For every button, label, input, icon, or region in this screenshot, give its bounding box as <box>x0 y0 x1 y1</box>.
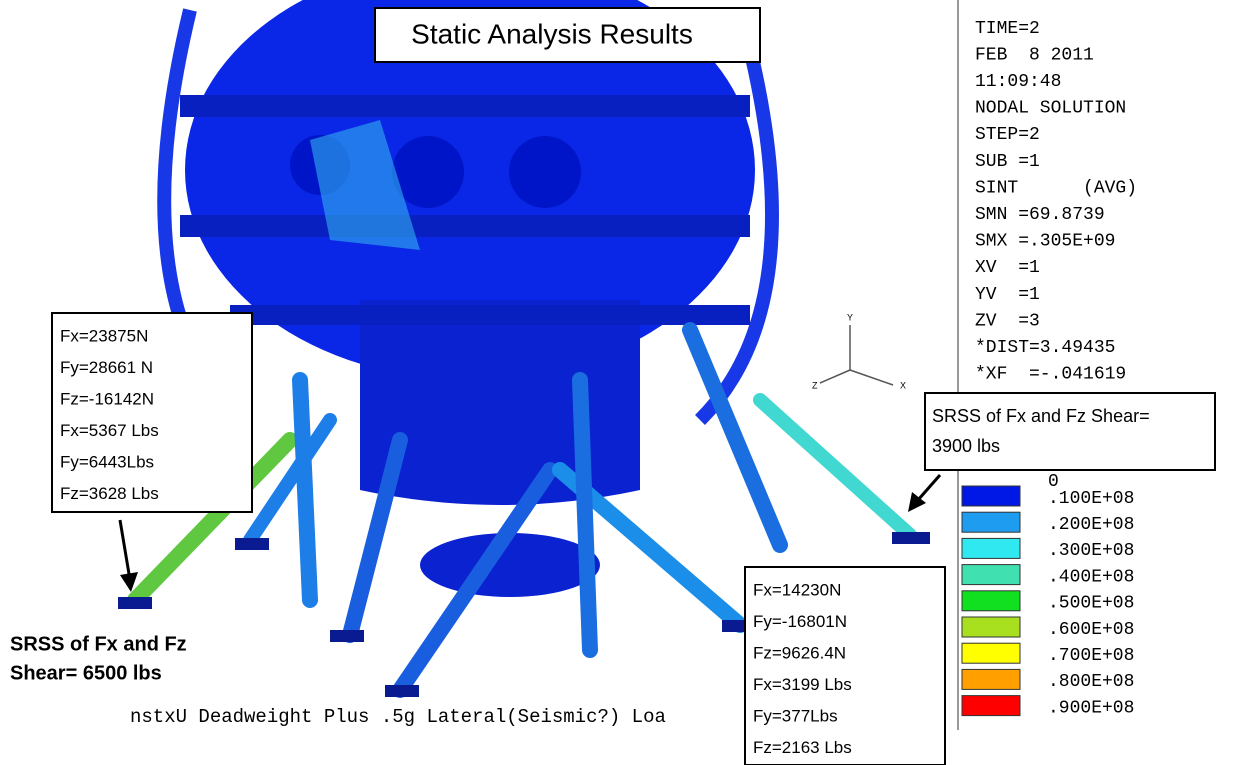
foot <box>330 630 364 642</box>
foot <box>118 597 152 609</box>
leg <box>760 400 910 535</box>
info-line: XV =1 <box>975 258 1040 278</box>
band <box>180 95 750 117</box>
band <box>230 305 750 325</box>
vessel-lower <box>360 300 640 505</box>
leg <box>300 380 310 600</box>
info-line: 11:09:48 <box>975 72 1061 92</box>
legend-swatch <box>962 512 1020 532</box>
leg <box>580 380 590 650</box>
arrow <box>120 520 130 580</box>
legend-label: .300E+08 <box>1048 541 1134 561</box>
info-line: FEB 8 2011 <box>975 45 1094 65</box>
info-line: SINT (AVG) <box>975 178 1137 198</box>
legend-swatch <box>962 538 1020 558</box>
info-line: NODAL SOLUTION <box>975 99 1126 119</box>
info-line: ZV =3 <box>975 311 1040 331</box>
callout-line: Fz=9626.4N <box>753 643 846 662</box>
info-line: SMN =69.8739 <box>975 205 1105 225</box>
callout-line: Fz=3628 Lbs <box>60 484 159 503</box>
callout-line: Fx=3199 Lbs <box>753 675 852 694</box>
callout-line: Fy=6443Lbs <box>60 452 154 471</box>
band <box>180 215 750 237</box>
foot <box>385 685 419 697</box>
info-line: SMX =.305E+09 <box>975 232 1115 252</box>
legend-label: .900E+08 <box>1048 698 1134 718</box>
axis <box>850 370 893 385</box>
legend-swatch <box>962 643 1020 663</box>
legend-label: .400E+08 <box>1048 567 1134 587</box>
legend-label: .500E+08 <box>1048 594 1134 614</box>
axis-label: X <box>900 380 906 390</box>
info-line: TIME=2 <box>975 19 1040 39</box>
legend-swatch <box>962 591 1020 611</box>
callout-line: Fy=-16801N <box>753 612 847 631</box>
legend-label: .200E+08 <box>1048 515 1134 535</box>
callout-line: Fz=-16142N <box>60 389 154 408</box>
caption: nstxU Deadweight Plus .5g Lateral(Seismi… <box>130 706 666 728</box>
shear-line: SRSS of Fx and Fz <box>10 633 187 655</box>
page: { "title": "Static Analysis Results", "i… <box>0 0 1239 765</box>
info-line: YV =1 <box>975 285 1040 305</box>
info-line: *XF =-.041619 <box>975 365 1126 385</box>
legend-swatch <box>962 565 1020 585</box>
legend-swatch <box>962 617 1020 637</box>
screenshot: Y X Z Static Analysis Results 0 nstxU De… <box>0 0 1239 765</box>
callout-line: Fx=5367 Lbs <box>60 421 159 440</box>
shear-line: Shear= 6500 lbs <box>10 662 162 684</box>
callout-line: Fx=14230N <box>753 580 841 599</box>
info-line: STEP=2 <box>975 125 1040 145</box>
callout-line: Fy=28661 N <box>60 358 153 377</box>
title: Static Analysis Results <box>411 18 693 49</box>
info-line: *DIST=3.49435 <box>975 338 1115 358</box>
info-line: SUB =1 <box>975 152 1040 172</box>
legend-swatch <box>962 486 1020 506</box>
callout-line: Fz=2163 Lbs <box>753 738 852 757</box>
legend-label: .700E+08 <box>1048 646 1134 666</box>
legend-label: .800E+08 <box>1048 672 1134 692</box>
triad <box>820 325 893 385</box>
shear-line: SRSS of Fx and Fz Shear= <box>932 406 1150 426</box>
callout-line: Fy=377Lbs <box>753 706 838 725</box>
foot <box>892 532 930 544</box>
legend-swatch <box>962 696 1020 716</box>
legend-label: .600E+08 <box>1048 620 1134 640</box>
port <box>509 136 581 208</box>
foot <box>235 538 269 550</box>
legend-label: .100E+08 <box>1048 489 1134 509</box>
axis <box>820 370 850 383</box>
axis-label: Y <box>847 312 853 322</box>
shear-line: 3900 lbs <box>932 436 1000 456</box>
arrow <box>918 475 940 500</box>
axis-label: Z <box>812 380 818 390</box>
callout-line: Fx=23875N <box>60 326 148 345</box>
shear-box <box>925 393 1215 470</box>
legend-swatch <box>962 669 1020 689</box>
